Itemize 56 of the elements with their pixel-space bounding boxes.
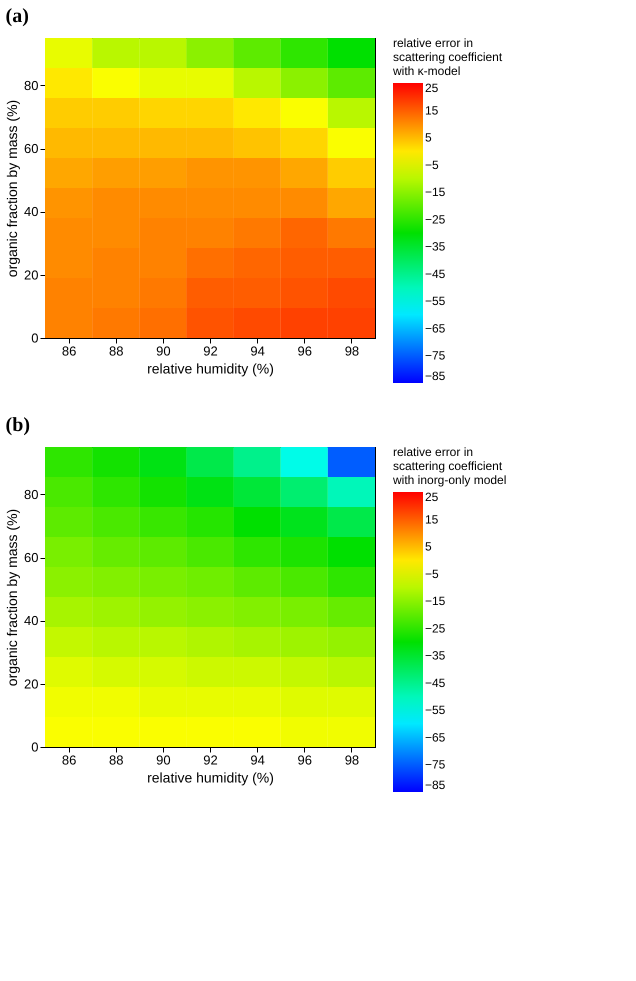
x-tick-label: 86 xyxy=(62,344,76,358)
color-bar-label: −45 xyxy=(425,266,446,281)
chart-title: (a) xyxy=(6,5,29,27)
color-bar-title: relative error in scattering coefficient with inorg-only model xyxy=(392,445,506,487)
color-bar-label: −35 xyxy=(425,648,446,663)
color-bar-label: −15 xyxy=(425,594,446,608)
y-tick-label: 60 xyxy=(24,550,38,566)
x-tick-label: 92 xyxy=(203,752,218,768)
color-bar-label: 15 xyxy=(425,103,439,118)
color-bar-label: −85 xyxy=(425,369,446,383)
color-bar-label: −45 xyxy=(425,676,446,690)
x-tick-label: 98 xyxy=(344,752,360,768)
y-axis-title: organic fraction by mass (%) xyxy=(4,508,20,686)
y-tick-label: 40 xyxy=(24,204,38,220)
x-axis-title: relative humidity (%) xyxy=(147,360,274,376)
y-tick-label: 80 xyxy=(24,486,38,502)
x-tick-label: 96 xyxy=(298,344,312,358)
color-bar-title: relative error in scattering coefficient with κ-model xyxy=(392,36,503,78)
color-bar-label: −75 xyxy=(425,348,446,363)
color-bar-label: 25 xyxy=(425,490,439,504)
color-bar-label: 15 xyxy=(425,512,439,526)
x-tick-label: 88 xyxy=(108,752,124,768)
y-tick-label: 40 xyxy=(24,613,38,628)
y-tick-label: 60 xyxy=(24,141,38,156)
x-tick-label: 86 xyxy=(62,752,76,768)
y-axis-title: organic fraction by mass (%) xyxy=(4,100,20,278)
x-tick-label: 90 xyxy=(156,344,171,358)
color-bar-label: −35 xyxy=(425,240,446,254)
color-bar-label: −75 xyxy=(425,758,446,772)
x-tick-label: 92 xyxy=(203,344,218,358)
color-bar-label: −55 xyxy=(425,294,446,308)
color-bar-label: −85 xyxy=(425,778,446,792)
color-bar-label: −25 xyxy=(425,621,446,636)
x-tick-label: 96 xyxy=(298,752,312,768)
x-tick-label: 98 xyxy=(344,344,360,358)
x-tick-label: 94 xyxy=(250,344,265,358)
color-bar-label: −25 xyxy=(425,212,446,226)
chart-title: (b) xyxy=(6,414,30,436)
color-bar-label: 5 xyxy=(425,540,432,554)
x-axis-title: relative humidity (%) xyxy=(147,770,274,786)
y-tick-label: 80 xyxy=(24,78,38,93)
y-tick-label: 0 xyxy=(31,740,38,754)
color-bar-label: 5 xyxy=(425,130,432,145)
y-tick-label: 0 xyxy=(31,330,38,346)
color-bar-label: −5 xyxy=(425,158,440,172)
color-bar-label: −15 xyxy=(425,185,446,200)
x-tick-label: 94 xyxy=(250,752,265,768)
color-bar-label: −55 xyxy=(425,703,446,718)
y-tick-label: 20 xyxy=(24,676,38,692)
x-tick-label: 88 xyxy=(108,344,124,358)
x-tick-label: 90 xyxy=(156,752,171,768)
color-bar-label: −65 xyxy=(425,730,446,744)
color-bar-label: 25 xyxy=(425,81,439,95)
y-tick-label: 20 xyxy=(24,267,38,282)
color-bar-label: −65 xyxy=(425,321,446,336)
color-bar-label: −5 xyxy=(425,566,440,581)
